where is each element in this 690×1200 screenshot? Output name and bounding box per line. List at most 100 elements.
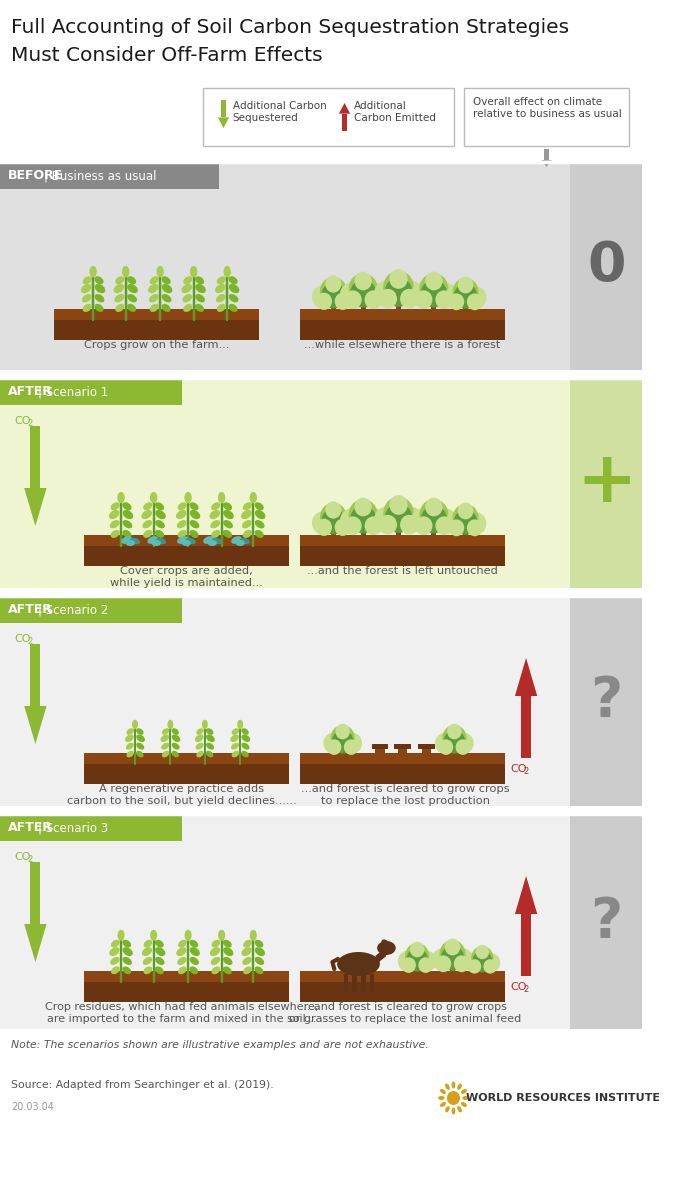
Ellipse shape: [161, 734, 169, 742]
Ellipse shape: [184, 930, 192, 941]
Circle shape: [400, 515, 418, 534]
Circle shape: [447, 724, 462, 739]
Circle shape: [435, 290, 453, 310]
Text: Crop residues, which had fed animals elsewhere,
are imported to the farm and mix: Crop residues, which had fed animals els…: [45, 1002, 318, 1024]
Circle shape: [453, 504, 479, 532]
Polygon shape: [300, 982, 504, 1002]
Ellipse shape: [161, 743, 169, 750]
Polygon shape: [83, 971, 288, 982]
Ellipse shape: [178, 940, 187, 948]
Circle shape: [389, 496, 408, 515]
Polygon shape: [300, 764, 504, 784]
Ellipse shape: [196, 728, 204, 734]
Ellipse shape: [142, 947, 152, 956]
Ellipse shape: [162, 728, 169, 734]
Circle shape: [335, 518, 351, 536]
Ellipse shape: [195, 294, 205, 302]
Bar: [464, 88, 629, 146]
Bar: [521, 914, 531, 976]
Circle shape: [454, 510, 477, 535]
Polygon shape: [300, 310, 504, 320]
Ellipse shape: [110, 530, 119, 538]
Text: Source: Adapted from Searchinger et al. (2019).: Source: Adapted from Searchinger et al. …: [11, 1080, 274, 1090]
Ellipse shape: [132, 720, 138, 730]
Text: CO: CO: [511, 764, 526, 774]
Ellipse shape: [177, 956, 186, 965]
Bar: [344, 974, 348, 992]
Circle shape: [417, 950, 437, 972]
Circle shape: [320, 277, 347, 306]
Circle shape: [444, 287, 466, 308]
Ellipse shape: [172, 751, 179, 757]
Ellipse shape: [223, 956, 233, 965]
Ellipse shape: [110, 520, 119, 528]
Circle shape: [455, 733, 474, 754]
Ellipse shape: [190, 947, 200, 956]
Polygon shape: [83, 546, 288, 565]
Text: 2: 2: [524, 767, 529, 775]
Circle shape: [421, 505, 447, 534]
Bar: [463, 307, 468, 320]
Ellipse shape: [242, 520, 252, 528]
Ellipse shape: [184, 304, 193, 312]
Bar: [30, 644, 41, 706]
Ellipse shape: [255, 947, 265, 956]
Ellipse shape: [206, 734, 215, 742]
Bar: [30, 426, 41, 488]
Bar: [452, 752, 457, 764]
Ellipse shape: [218, 930, 225, 941]
Circle shape: [405, 943, 429, 970]
Bar: [370, 974, 374, 992]
Circle shape: [475, 944, 489, 959]
Ellipse shape: [155, 947, 166, 956]
Bar: [203, 88, 455, 146]
Ellipse shape: [109, 947, 119, 956]
Circle shape: [439, 739, 453, 755]
Ellipse shape: [232, 751, 239, 757]
Ellipse shape: [451, 1081, 455, 1088]
Ellipse shape: [155, 530, 164, 538]
Ellipse shape: [461, 1102, 467, 1106]
Polygon shape: [515, 658, 538, 696]
Bar: [544, 149, 549, 160]
Text: ...while elsewhere there is a forest: ...while elsewhere there is a forest: [304, 340, 500, 350]
Text: | Scenario 3: | Scenario 3: [38, 821, 108, 834]
Circle shape: [399, 506, 423, 533]
Bar: [352, 974, 357, 992]
Ellipse shape: [144, 966, 152, 974]
Circle shape: [434, 509, 457, 534]
Ellipse shape: [196, 751, 204, 757]
Ellipse shape: [440, 1090, 446, 1094]
Bar: [0, 162, 570, 370]
Text: Crops grow on the farm...: Crops grow on the farm...: [83, 340, 229, 350]
Bar: [361, 306, 366, 320]
Text: WORLD RESOURCES INSTITUTE: WORLD RESOURCES INSTITUTE: [466, 1093, 660, 1103]
Ellipse shape: [150, 492, 157, 503]
Text: AFTER: AFTER: [8, 602, 52, 616]
Polygon shape: [24, 488, 46, 526]
Ellipse shape: [223, 520, 233, 528]
Ellipse shape: [122, 530, 132, 538]
Circle shape: [389, 269, 408, 289]
Circle shape: [312, 286, 333, 308]
Text: Full Accounting of Soil Carbon Sequestration Strategies: Full Accounting of Soil Carbon Sequestra…: [11, 18, 569, 37]
Text: CO: CO: [14, 416, 30, 426]
Ellipse shape: [210, 956, 220, 965]
Bar: [371, 744, 388, 749]
Polygon shape: [300, 535, 504, 546]
Ellipse shape: [148, 536, 158, 544]
Circle shape: [374, 506, 399, 533]
Circle shape: [455, 739, 470, 755]
Ellipse shape: [161, 284, 172, 293]
Ellipse shape: [155, 940, 164, 948]
Ellipse shape: [115, 294, 124, 302]
Circle shape: [320, 503, 347, 532]
Circle shape: [464, 953, 482, 972]
Ellipse shape: [155, 503, 164, 510]
Bar: [521, 696, 531, 758]
Ellipse shape: [177, 520, 186, 528]
Circle shape: [444, 512, 466, 535]
Ellipse shape: [241, 510, 252, 520]
Ellipse shape: [90, 266, 97, 277]
Ellipse shape: [241, 734, 250, 742]
